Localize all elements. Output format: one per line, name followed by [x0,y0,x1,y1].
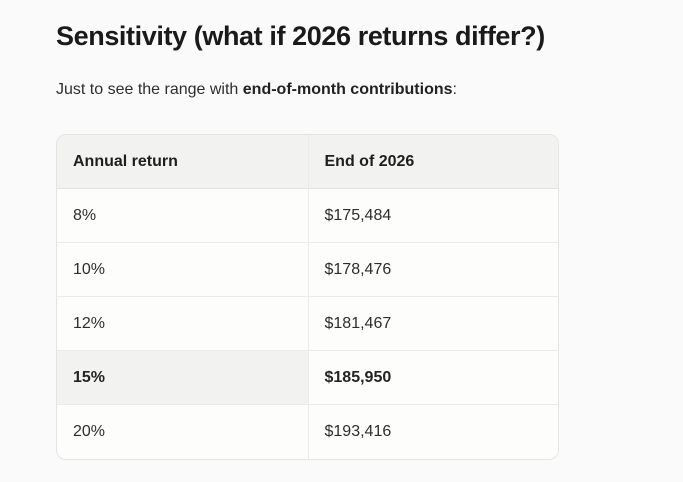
cell-annual-return: 20% [73,423,106,441]
table-header: Annual return End of 2026 [57,135,558,190]
cell-end-of-2026: $185,950 [307,351,558,406]
table-body: 8% $175,484 10% $178,476 12% $181,467 15% $185,… [57,189,559,460]
table-row: 20% $193,416 [57,405,559,460]
cell-end-of-2026: $181,467 [307,297,558,352]
column-header-annual-return: Annual return [57,135,308,190]
page-title: Sensitivity (what if 2026 returns differ… [56,21,545,51]
table-header-row: Annual return End of 2026 [57,135,558,190]
cell-end-of-2026: $178,476 [307,243,558,298]
cell-annual-return: 8% [57,189,308,244]
cell-end-of-2026: $193,416 [307,405,559,460]
sensitivity-table: Annual return End of 2026 8% $175,484 10% $… [56,134,559,461]
cell-annual-return: 10% [57,243,308,298]
table-row: 10% $178,476 [57,243,558,298]
intro-suffix: : [452,81,457,99]
column-header-end-of-2026: End of 2026 [307,135,558,190]
table-row: 12% $181,467 [57,297,558,352]
cell-end-of-2026: $175,484 [307,189,558,244]
document-content: Sensitivity (what if 2026 returns differ… [56,21,615,461]
table-row: 15% $185,950 [57,351,558,406]
intro-prefix: Just to see the range with [56,81,243,99]
intro-emphasis: end-of-month contributions [242,81,453,99]
intro-text: Just to see the range with end-of-month … [56,79,615,101]
cell-annual-return: 15% [57,351,308,406]
cell-annual-return: 12% [57,297,308,352]
table-row: 8% $175,484 [57,189,558,244]
